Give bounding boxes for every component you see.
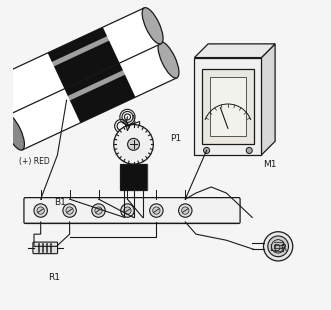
Polygon shape [6, 42, 177, 150]
Polygon shape [24, 57, 153, 121]
Circle shape [150, 204, 163, 217]
Polygon shape [194, 44, 275, 58]
Bar [120, 164, 147, 190]
Circle shape [92, 204, 105, 217]
Circle shape [114, 125, 153, 164]
Ellipse shape [4, 114, 24, 150]
Circle shape [268, 236, 289, 257]
Circle shape [63, 204, 76, 217]
Circle shape [271, 240, 285, 253]
Circle shape [182, 207, 189, 214]
Text: R1: R1 [48, 273, 60, 282]
Text: LDR: LDR [269, 244, 287, 253]
Text: (+) RED: (+) RED [20, 157, 50, 166]
Polygon shape [0, 8, 161, 116]
Text: B1: B1 [54, 198, 66, 207]
Text: P1: P1 [170, 134, 181, 143]
Polygon shape [8, 23, 137, 87]
Polygon shape [48, 27, 119, 89]
Polygon shape [64, 61, 135, 123]
Bar [194, 58, 261, 155]
Polygon shape [261, 44, 275, 155]
Circle shape [179, 204, 192, 217]
FancyBboxPatch shape [33, 242, 58, 254]
Ellipse shape [142, 8, 163, 44]
Circle shape [153, 207, 160, 214]
Bar [202, 69, 254, 144]
Text: M1: M1 [263, 160, 276, 169]
Circle shape [121, 204, 134, 217]
Circle shape [34, 204, 47, 217]
Circle shape [204, 147, 210, 153]
Circle shape [66, 207, 73, 214]
Circle shape [263, 232, 293, 261]
Bar [210, 77, 246, 136]
Circle shape [246, 147, 252, 153]
Ellipse shape [0, 80, 9, 116]
Circle shape [95, 207, 102, 214]
FancyBboxPatch shape [24, 197, 240, 224]
Circle shape [127, 138, 139, 150]
Circle shape [37, 207, 44, 214]
Circle shape [124, 207, 131, 214]
Ellipse shape [158, 42, 179, 78]
